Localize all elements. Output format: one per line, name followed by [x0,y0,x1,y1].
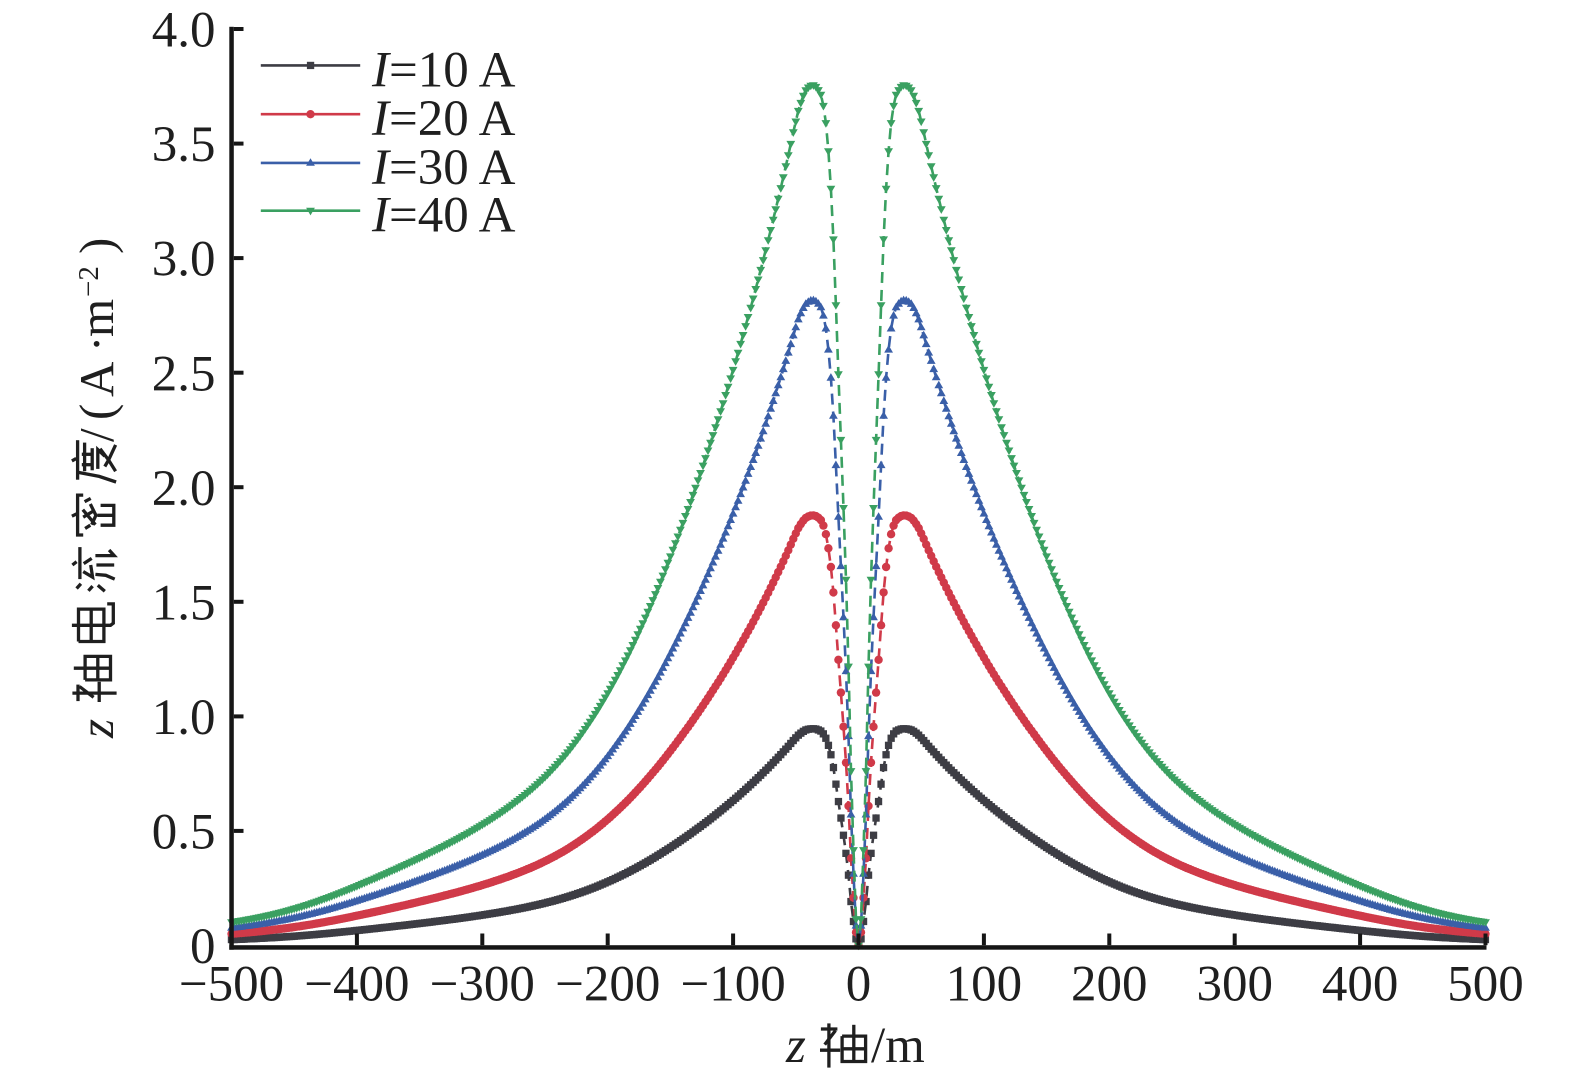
svg-text:A: A [69,361,124,397]
svg-text:I=40 A: I=40 A [371,188,516,244]
svg-text:−500: −500 [179,957,284,1013]
svg-text:3.5: 3.5 [152,117,216,173]
svg-text:200: 200 [1071,957,1148,1013]
svg-text:−400: −400 [304,957,409,1013]
svg-text:(: ( [69,404,124,420]
svg-text:−300: −300 [430,957,535,1013]
svg-text:/: / [69,428,124,442]
svg-text:·: · [69,336,124,352]
svg-text:−100: −100 [680,957,785,1013]
svg-text:0.5: 0.5 [152,805,216,861]
svg-text:500: 500 [1447,957,1524,1013]
svg-text:−2: −2 [73,266,105,297]
svg-text:0: 0 [190,919,216,975]
svg-text:I=20 A: I=20 A [371,91,516,147]
svg-text:2.5: 2.5 [152,346,216,402]
svg-text:2.0: 2.0 [152,461,216,517]
svg-text:300: 300 [1196,957,1273,1013]
svg-text:100: 100 [946,957,1023,1013]
svg-text:/m: /m [871,1018,925,1074]
svg-text:I=30 A: I=30 A [371,140,516,196]
svg-text:I=10 A: I=10 A [371,42,516,98]
svg-text:0: 0 [846,957,872,1013]
svg-text:400: 400 [1322,957,1399,1013]
svg-text:m: m [69,299,124,337]
svg-text:): ) [69,238,124,254]
svg-text:3.0: 3.0 [152,232,216,288]
svg-text:4.0: 4.0 [152,3,216,59]
svg-text:z: z [785,1018,806,1074]
svg-text:1.5: 1.5 [152,575,216,631]
svg-text:−200: −200 [555,957,660,1013]
svg-text:z: z [69,719,124,739]
svg-text:1.0: 1.0 [152,690,216,746]
